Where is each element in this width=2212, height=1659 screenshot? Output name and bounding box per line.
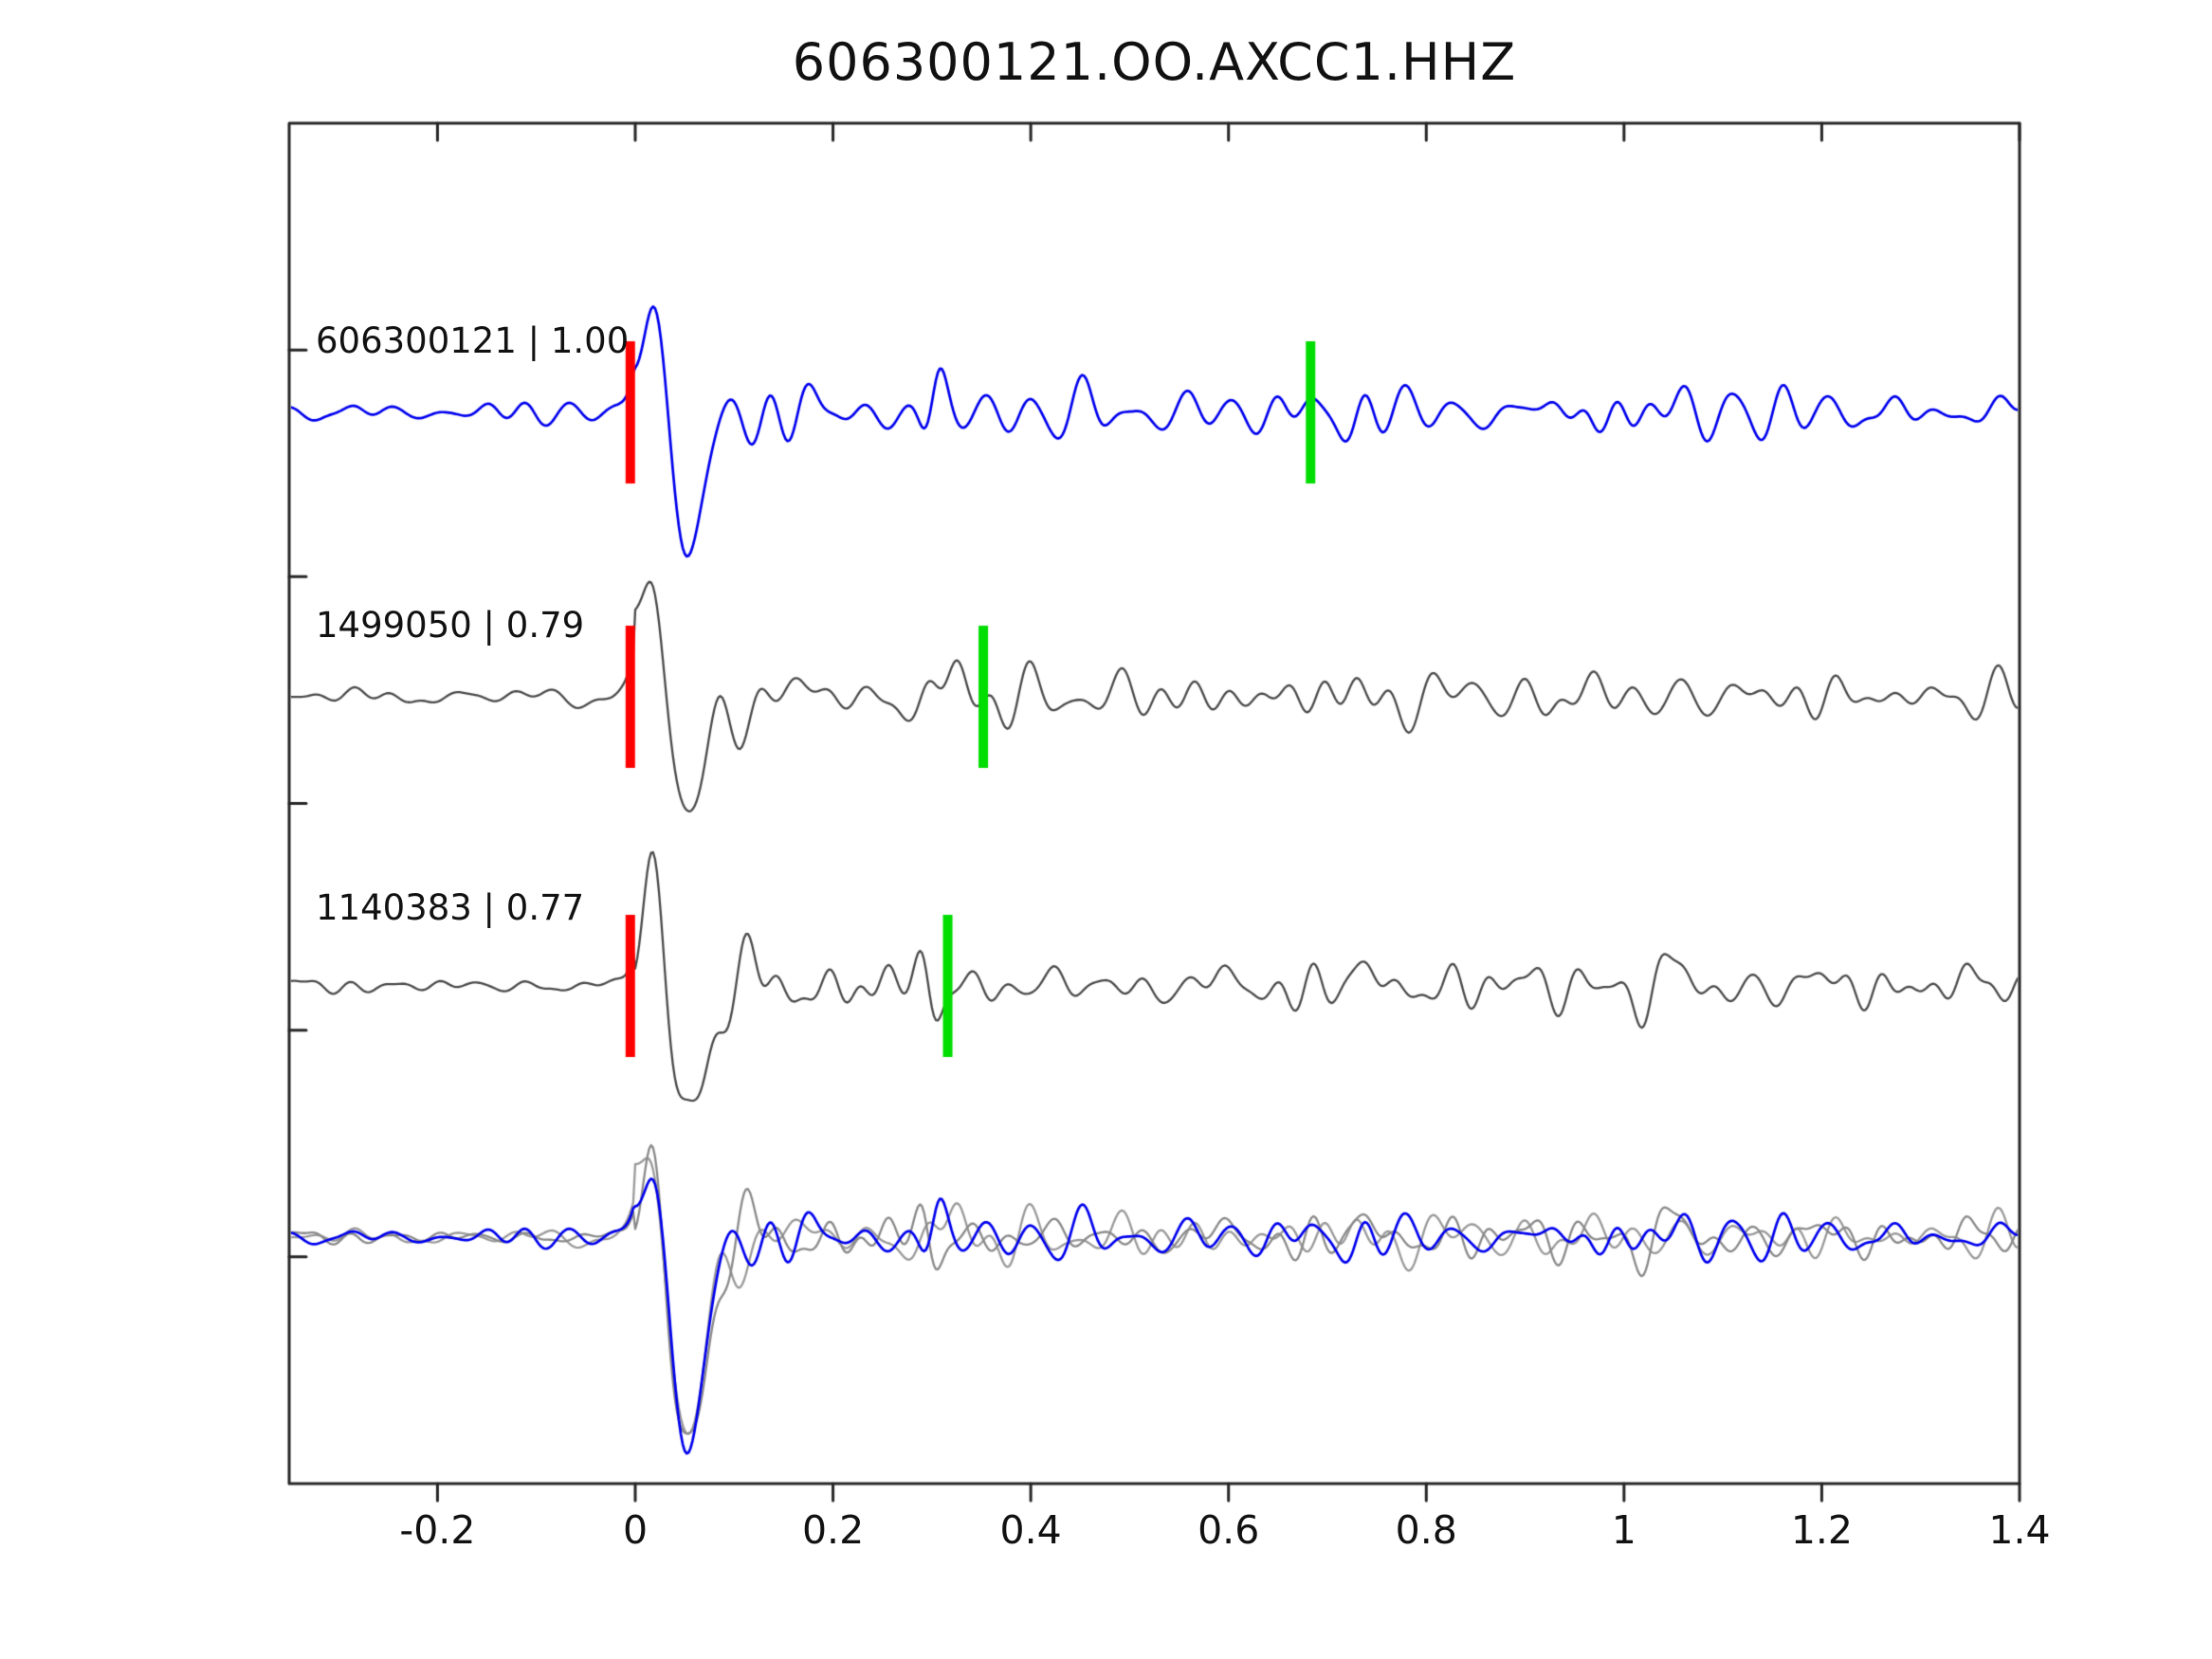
x-tick-label: 1.4 <box>1988 1507 2051 1553</box>
trace-label-1140383: 1140383 | 0.77 <box>316 887 585 928</box>
x-tick-label: 0.2 <box>801 1507 865 1553</box>
x-tick-label: 1 <box>1611 1507 1636 1553</box>
x-tick-label: 0.4 <box>999 1507 1062 1553</box>
x-tick-label: 0.6 <box>1197 1507 1260 1553</box>
trace-label-1499050: 1499050 | 0.79 <box>316 605 585 646</box>
x-tick-label: 0 <box>622 1507 649 1553</box>
chart-title: 606300121.OO.AXCC1.HHZ <box>792 32 1517 92</box>
x-tick-label: 0.8 <box>1395 1507 1457 1553</box>
trace-label-606300121: 606300121 | 1.00 <box>316 320 630 361</box>
x-tick-label: 1.2 <box>1790 1507 1854 1553</box>
x-tick-label: -0.2 <box>399 1507 476 1553</box>
